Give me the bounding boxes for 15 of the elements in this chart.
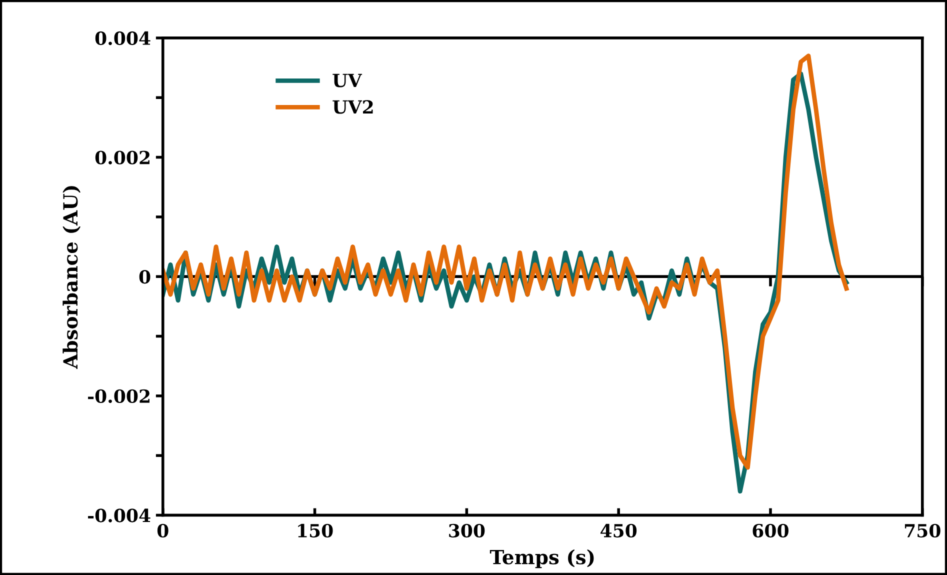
y-tick-label: 0.002: [95, 150, 150, 164]
x-tick-label: 0: [157, 524, 168, 538]
y-tick-label: -0.002: [88, 389, 150, 404]
x-tick-label: 450: [600, 524, 637, 538]
y-tick-label: 0.004: [95, 31, 150, 46]
x-tick-label: 750: [904, 524, 940, 538]
x-axis-title: Temps (s): [490, 549, 594, 568]
x-tick-label: 600: [752, 524, 788, 538]
x-tick-label: 150: [298, 524, 333, 538]
y-tick-label: -0.004: [88, 508, 150, 522]
x-tick-label: 300: [449, 524, 485, 538]
legend-label: UV: [332, 74, 362, 88]
y-axis-title: Absorbance (AU): [62, 186, 80, 370]
legend-label: UV2: [332, 100, 373, 114]
y-tick-label: 0: [139, 270, 150, 284]
